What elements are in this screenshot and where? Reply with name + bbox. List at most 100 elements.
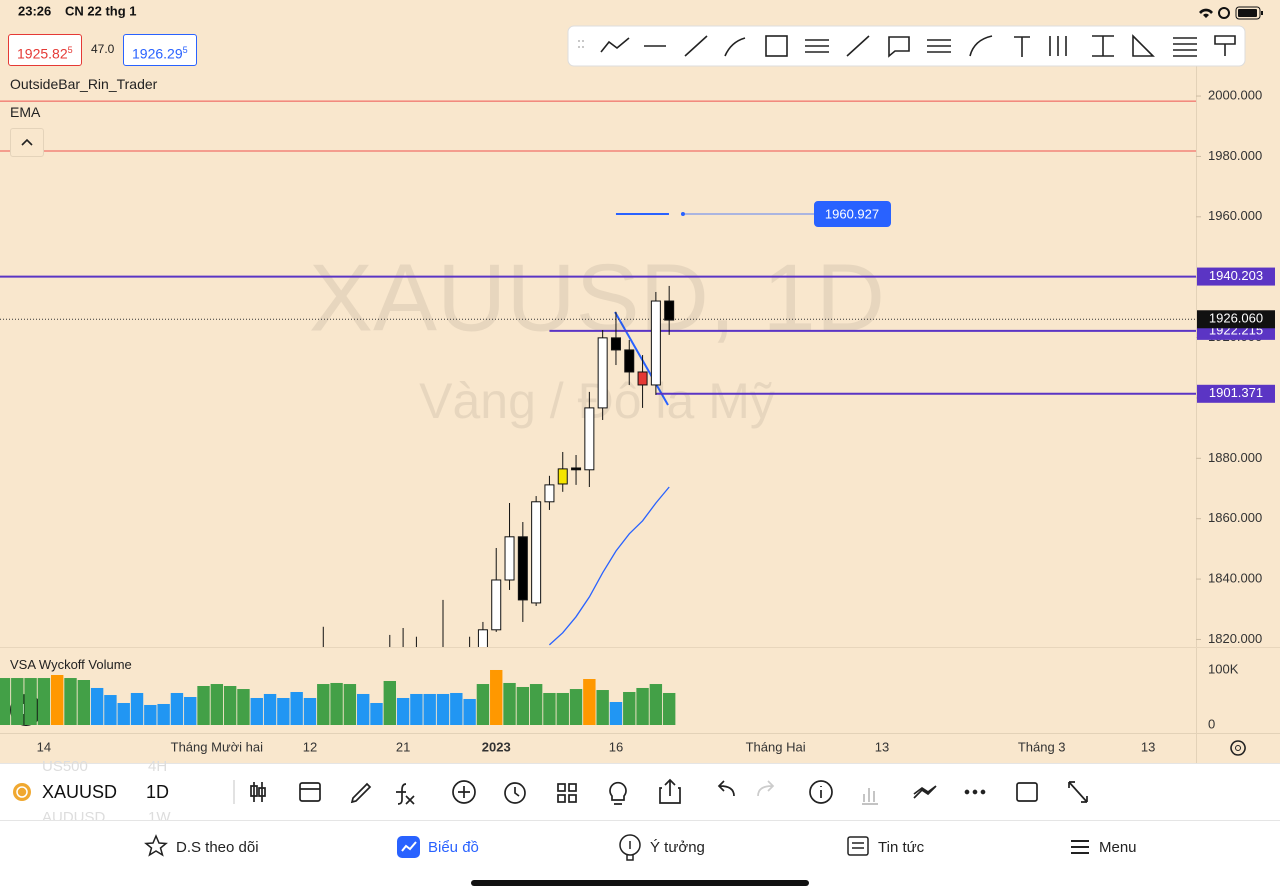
volume-bar bbox=[623, 691, 636, 725]
toolbar-icons[interactable] bbox=[0, 764, 1280, 821]
volume-bar bbox=[596, 690, 609, 725]
candle-body bbox=[504, 536, 515, 581]
spread: 47.0 bbox=[91, 42, 115, 56]
candle-body bbox=[544, 484, 555, 503]
volume-bar bbox=[263, 693, 277, 725]
volume-title[interactable]: VSA Wyckoff Volume bbox=[10, 657, 132, 672]
volume-bar bbox=[356, 693, 370, 725]
volume-bar bbox=[250, 697, 263, 725]
volume-bar bbox=[51, 674, 64, 725]
chart: 23:26 CN 22 thg 1 XAUUSD, 1D Vàng / Đô la… bbox=[0, 3, 1280, 763]
volume-tick-label: 0 bbox=[1208, 716, 1215, 731]
volume-bar bbox=[237, 689, 250, 725]
x-tick-label: Tháng Mười hai bbox=[171, 739, 263, 754]
level-label: 1901.371 bbox=[1209, 385, 1263, 400]
candle-body bbox=[624, 349, 635, 373]
candle-body bbox=[664, 300, 675, 321]
indicator-label[interactable]: EMA bbox=[10, 104, 41, 120]
volume-bar bbox=[423, 693, 436, 725]
volume-bar bbox=[77, 680, 91, 725]
volume-bar bbox=[529, 684, 543, 725]
candle-body bbox=[637, 371, 648, 386]
tab-watchlist[interactable]: D.S theo dõi bbox=[176, 839, 259, 856]
settings-icon[interactable] bbox=[1230, 740, 1246, 756]
chevron-icon bbox=[21, 138, 33, 146]
drawing-toolbar-bg bbox=[567, 25, 1246, 67]
candle-body bbox=[557, 468, 568, 485]
current-price-label: 1926.060 bbox=[1209, 311, 1263, 326]
volume-bar bbox=[184, 697, 197, 725]
volume-bar bbox=[583, 679, 596, 725]
volume-bar bbox=[64, 678, 77, 725]
y-tick-label: 1980.000 bbox=[1208, 148, 1262, 163]
level-label-bg bbox=[1197, 267, 1275, 286]
volume-tick-label: 100K bbox=[1208, 661, 1239, 676]
y-tick-label: 1960.000 bbox=[1208, 208, 1262, 223]
volume-bar bbox=[0, 678, 11, 725]
candle-body bbox=[650, 300, 661, 386]
volume-bar bbox=[370, 702, 383, 725]
volume-bar bbox=[197, 686, 210, 725]
volume-bar bbox=[330, 682, 343, 725]
settings-icon-center bbox=[1235, 745, 1241, 751]
volume-bar bbox=[396, 697, 410, 725]
candle-body bbox=[531, 501, 542, 604]
ask-pip: 5 bbox=[182, 45, 188, 55]
ask-box[interactable]: 1926.295 bbox=[123, 34, 197, 66]
tab-news[interactable]: Tin tức bbox=[878, 839, 925, 856]
collapse-button[interactable] bbox=[10, 128, 44, 157]
tab-chart[interactable]: Biểu đồ bbox=[428, 839, 479, 856]
indicator-label[interactable]: OutsideBar_Rin_Trader bbox=[10, 76, 158, 92]
volume-bar bbox=[516, 686, 530, 725]
volume-bar bbox=[450, 692, 463, 725]
volume-bar bbox=[157, 703, 170, 725]
candle-body bbox=[491, 579, 502, 631]
candle-body bbox=[517, 536, 528, 601]
y-tick-label: 1820.000 bbox=[1208, 631, 1262, 646]
tab-bar: D.S theo dõi Biểu đồ Ý tưởng Tin tức Men… bbox=[0, 820, 1280, 895]
volume-bar bbox=[609, 702, 623, 725]
candle-body bbox=[571, 467, 582, 471]
bottom-toolbar: US500 4H AUDUSD 1W XAUUSD 1D bbox=[0, 758, 1280, 826]
level-label-bg bbox=[1197, 384, 1275, 403]
volume-bar bbox=[649, 684, 663, 725]
current-price-bg bbox=[1197, 310, 1275, 329]
volume-bar bbox=[90, 687, 104, 725]
drawing-toolbar bbox=[567, 25, 1246, 67]
interval[interactable]: 1D bbox=[146, 782, 170, 802]
volume-bar bbox=[410, 693, 423, 725]
y-tick-label: 1880.000 bbox=[1208, 450, 1262, 465]
volume-bar bbox=[490, 669, 503, 725]
volume-bar bbox=[343, 684, 357, 725]
symbol-icon bbox=[13, 783, 31, 801]
x-tick-label: 14 bbox=[37, 739, 51, 754]
volume-bar bbox=[144, 704, 157, 725]
x-tick-label: Tháng 3 bbox=[1018, 739, 1066, 754]
tab-ideas[interactable]: Ý tưởng bbox=[650, 839, 705, 856]
y-tick-label: 2000.000 bbox=[1208, 87, 1262, 102]
status-date: CN 22 thg 1 bbox=[65, 3, 137, 18]
trend-line-drawing[interactable] bbox=[614, 311, 669, 406]
volume-bar bbox=[662, 692, 676, 725]
candle-body bbox=[610, 337, 621, 351]
tab-icons bbox=[144, 834, 1089, 886]
peek-symbol: US500 bbox=[42, 758, 88, 775]
bid-price: 1925.82 bbox=[17, 45, 68, 62]
peek-interval: 4H bbox=[148, 758, 168, 775]
ask-price: 1926.29 bbox=[132, 45, 183, 62]
volume-bar bbox=[117, 702, 130, 725]
status-time: 23:26 bbox=[18, 3, 51, 18]
volume-bar bbox=[503, 682, 516, 725]
volume-bars bbox=[0, 669, 676, 725]
symbol[interactable]: XAUUSD bbox=[42, 782, 118, 802]
volume-bar bbox=[37, 678, 51, 725]
bid-box[interactable]: 1925.825 bbox=[8, 34, 82, 66]
volume-bar bbox=[303, 697, 317, 725]
bid-pip: 5 bbox=[67, 45, 73, 55]
x-tick-label: 13 bbox=[1141, 739, 1155, 754]
volume-bar bbox=[130, 692, 144, 725]
volume-bar bbox=[476, 684, 490, 725]
tab-menu[interactable]: Menu bbox=[1099, 839, 1137, 856]
drawing-tools[interactable] bbox=[578, 34, 1236, 58]
